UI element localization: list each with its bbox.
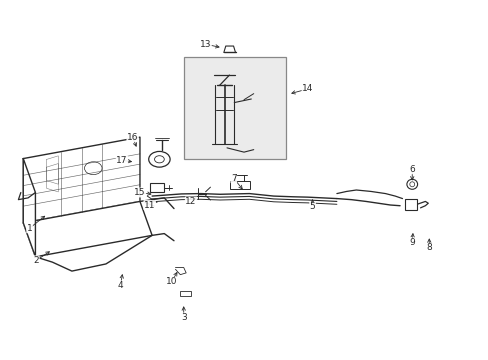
FancyBboxPatch shape xyxy=(183,57,285,158)
Text: 4: 4 xyxy=(118,281,123,290)
Text: 10: 10 xyxy=(165,277,177,286)
Text: 2: 2 xyxy=(34,256,39,265)
Bar xyxy=(149,183,164,192)
Bar xyxy=(180,291,191,296)
Ellipse shape xyxy=(406,179,417,189)
Polygon shape xyxy=(23,202,152,257)
Text: 11: 11 xyxy=(143,201,155,210)
Text: 3: 3 xyxy=(181,313,186,322)
Text: 5: 5 xyxy=(309,202,315,211)
Text: 8: 8 xyxy=(426,243,431,252)
Ellipse shape xyxy=(409,182,414,187)
Bar xyxy=(229,181,250,189)
Text: 13: 13 xyxy=(200,40,211,49)
Bar xyxy=(404,199,416,210)
Text: 14: 14 xyxy=(302,84,313,93)
Polygon shape xyxy=(23,158,35,257)
Polygon shape xyxy=(23,137,140,223)
Text: 15: 15 xyxy=(134,188,145,197)
Text: 16: 16 xyxy=(127,132,138,141)
Text: 1: 1 xyxy=(27,224,32,233)
Text: 7: 7 xyxy=(230,174,236,183)
Text: 12: 12 xyxy=(185,197,196,206)
Text: 6: 6 xyxy=(408,165,414,174)
Text: 9: 9 xyxy=(408,238,414,247)
Text: 17: 17 xyxy=(116,156,127,165)
